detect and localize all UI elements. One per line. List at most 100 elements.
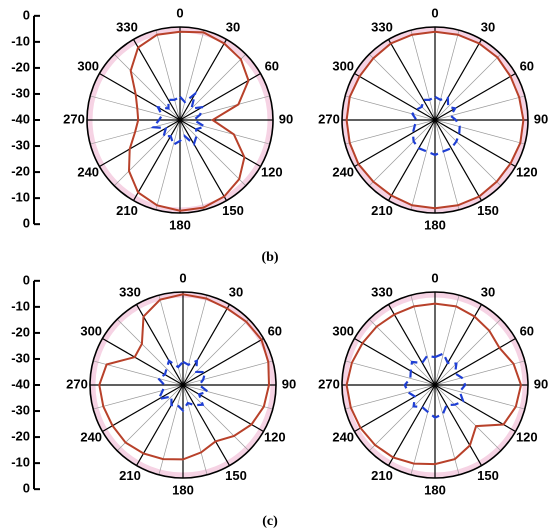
angle-label: 30 <box>229 285 243 300</box>
minor-spoke <box>155 119 181 210</box>
solid-curve <box>345 30 525 210</box>
angle-label: 210 <box>119 468 141 483</box>
scale-label: -30 <box>11 350 30 365</box>
angle-spoke <box>135 384 184 466</box>
angle-label: 60 <box>265 58 279 73</box>
angle-label: 270 <box>318 111 340 126</box>
minor-spoke <box>113 119 181 187</box>
dashed-curve <box>150 90 208 147</box>
scale-label: -20 <box>11 429 30 444</box>
angle-spoke <box>354 384 436 433</box>
angle-label: 300 <box>332 58 354 73</box>
minor-spoke <box>434 384 525 410</box>
angle-label: 60 <box>520 323 534 338</box>
scale-label: -10 <box>11 190 30 205</box>
angle-label: 120 <box>516 164 538 179</box>
rim <box>341 291 529 479</box>
minor-spoke <box>434 295 460 386</box>
minor-spoke <box>434 119 460 210</box>
scale-label: -30 <box>11 402 30 417</box>
angle-spoke <box>132 119 181 201</box>
minor-spoke <box>345 360 436 386</box>
angle-spoke <box>99 119 181 168</box>
dashed-curve <box>411 95 461 157</box>
angle-label: 300 <box>80 323 102 338</box>
dashed-curve <box>403 352 467 419</box>
minor-spoke <box>179 119 205 210</box>
angle-spoke <box>182 384 231 466</box>
minor-spoke <box>410 295 436 386</box>
minor-spoke <box>179 119 270 145</box>
minor-spoke <box>90 95 181 121</box>
angle-spoke <box>434 337 516 386</box>
angle-label: 330 <box>119 285 141 300</box>
minor-spoke <box>434 119 502 187</box>
angle-label: 270 <box>66 376 88 391</box>
minor-spoke <box>179 119 247 187</box>
angle-label: 180 <box>169 217 191 232</box>
minor-spoke <box>410 384 436 475</box>
scale-label: 0 <box>23 216 30 231</box>
angle-spoke <box>132 39 181 121</box>
scale-label: -20 <box>11 164 30 179</box>
minor-spoke <box>158 295 184 386</box>
angle-spoke <box>434 119 516 168</box>
angle-label: 300 <box>332 323 354 338</box>
angle-label: 60 <box>520 58 534 73</box>
scale-label: -30 <box>11 85 30 100</box>
angle-spoke <box>387 39 436 121</box>
angle-label: 120 <box>261 164 283 179</box>
minor-spoke <box>93 384 184 410</box>
angle-spoke <box>354 119 436 168</box>
minor-spoke <box>434 30 460 121</box>
angle-label: 30 <box>481 20 495 35</box>
angle-label: 150 <box>477 203 499 218</box>
scale-label: -10 <box>11 298 30 313</box>
minor-spoke <box>368 384 436 452</box>
minor-spoke <box>179 95 270 121</box>
angle-label: 180 <box>424 482 446 497</box>
angle-label: 90 <box>534 376 548 391</box>
angle-label: 30 <box>226 20 240 35</box>
angle-label: 0 <box>176 5 183 20</box>
rim <box>86 26 274 214</box>
scale-label: 0 <box>23 272 30 287</box>
minor-spoke <box>179 53 247 121</box>
angle-label: 210 <box>371 468 393 483</box>
angle-label: 120 <box>516 429 538 444</box>
angle-spoke <box>182 384 264 433</box>
angle-label: 0 <box>179 270 186 285</box>
angle-spoke <box>434 384 483 466</box>
minor-spoke <box>155 30 181 121</box>
angle-label: 180 <box>424 217 446 232</box>
angle-label: 90 <box>282 376 296 391</box>
scale-label: -20 <box>11 59 30 74</box>
rim <box>89 291 277 479</box>
solid-curve <box>127 30 250 212</box>
angle-spoke <box>179 119 261 168</box>
minor-spoke <box>182 384 208 475</box>
angle-label: 300 <box>77 58 99 73</box>
angle-label: 330 <box>371 20 393 35</box>
minor-spoke <box>345 95 436 121</box>
minor-spoke <box>368 318 436 386</box>
scale-label: -40 <box>11 111 30 126</box>
scale-label: -20 <box>11 324 30 339</box>
minor-spoke <box>368 53 436 121</box>
scale-label: -10 <box>11 455 30 470</box>
minor-spoke <box>182 318 250 386</box>
dashed-curve <box>156 359 211 413</box>
angle-label: 330 <box>116 20 138 35</box>
angle-spoke <box>434 39 483 121</box>
angle-label: 270 <box>318 376 340 391</box>
angle-label: 150 <box>225 468 247 483</box>
minor-spoke <box>179 30 205 121</box>
angle-label: 90 <box>534 111 548 126</box>
minor-spoke <box>345 384 436 410</box>
angle-label: 210 <box>116 203 138 218</box>
scale-label: 0 <box>23 481 30 496</box>
angle-spoke <box>434 304 483 386</box>
angle-label: 210 <box>371 203 393 218</box>
angle-spoke <box>434 72 516 121</box>
